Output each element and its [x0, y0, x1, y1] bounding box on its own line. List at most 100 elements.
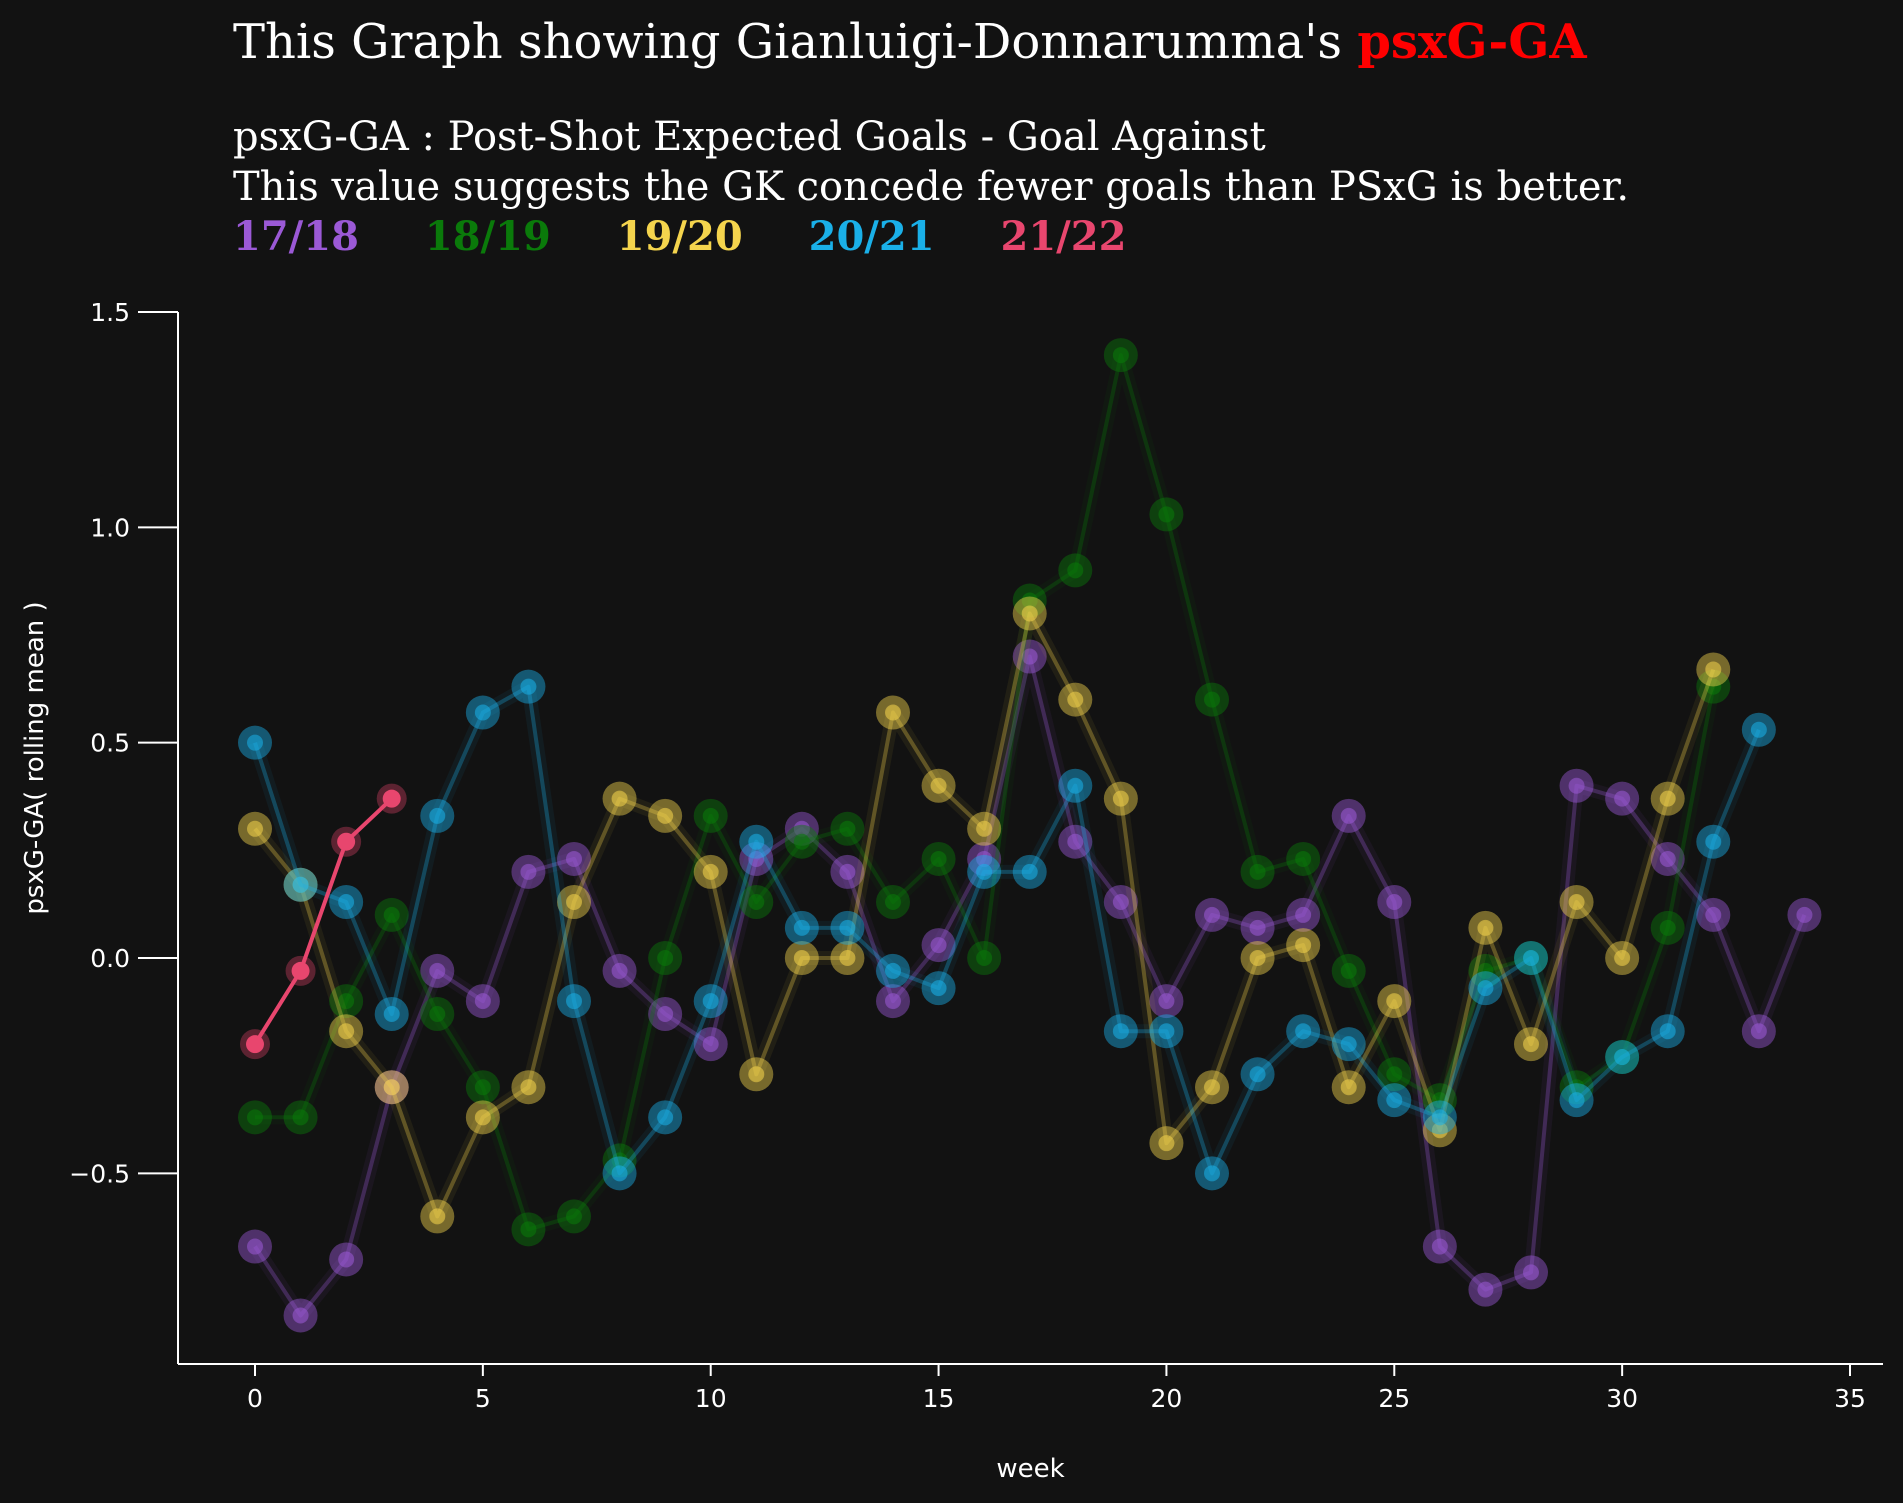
data-point [657, 807, 674, 824]
data-point [1295, 850, 1312, 867]
data-point [1112, 347, 1129, 364]
data-point [748, 1066, 765, 1083]
data-point [976, 850, 993, 867]
data-point [1295, 1023, 1312, 1040]
data-point [976, 820, 993, 837]
series-17-18 [238, 639, 1822, 1333]
data-point [292, 1109, 309, 1126]
data-point [1249, 863, 1266, 880]
data-point [1477, 980, 1494, 997]
data-point [1659, 919, 1676, 936]
series-20-21 [238, 669, 1776, 1191]
data-point [1204, 906, 1220, 923]
data-point [611, 962, 628, 979]
data-point [657, 1109, 674, 1126]
data-point [611, 790, 628, 807]
data-point [1067, 691, 1084, 708]
data-point [839, 820, 856, 837]
data-point [566, 993, 582, 1010]
data-point [520, 1221, 537, 1238]
data-point [247, 1238, 263, 1255]
data-point [520, 678, 537, 695]
data-point [1659, 790, 1676, 807]
data-point [793, 950, 810, 966]
data-point [1796, 906, 1813, 923]
data-point [1295, 906, 1312, 923]
data-point [1249, 1066, 1266, 1083]
data-point [520, 1079, 537, 1096]
legend-item-21-22: 21/22 [1000, 213, 1127, 260]
data-point [1659, 1023, 1676, 1040]
data-point [1067, 562, 1084, 579]
data-point [1523, 1264, 1539, 1281]
data-point [1021, 648, 1038, 665]
series-line-glow [248, 679, 1766, 1181]
data-point [1204, 691, 1220, 708]
data-point [292, 876, 309, 893]
legend: 17/18 18/19 19/20 20/21 21/22 [233, 212, 1629, 262]
data-point [885, 894, 901, 911]
data-point [247, 1109, 263, 1126]
y-tick-label: −0.5 [69, 1159, 130, 1188]
data-point [702, 863, 719, 880]
data-point [1568, 894, 1585, 911]
legend-item-19-20: 19/20 [616, 213, 743, 260]
data-point [429, 1005, 446, 1022]
data-point [1112, 790, 1129, 807]
data-point [337, 832, 356, 851]
y-tick-label: 0.5 [90, 729, 130, 758]
data-point [566, 850, 582, 867]
data-point [1067, 833, 1084, 850]
data-point [1614, 1049, 1631, 1066]
y-tick-label: 1.5 [90, 298, 130, 327]
data-point [1340, 807, 1357, 824]
data-point [1705, 833, 1722, 850]
data-point [383, 1079, 400, 1096]
data-point [1431, 1238, 1448, 1255]
data-point [976, 950, 993, 966]
data-point [885, 704, 901, 721]
data-point [291, 961, 310, 980]
data-point [1523, 950, 1539, 966]
data-point [520, 863, 537, 880]
x-axis-label: week [996, 1454, 1064, 1484]
data-point [247, 734, 263, 751]
data-point [1705, 661, 1722, 678]
data-point [474, 1079, 491, 1096]
data-point [1021, 863, 1038, 880]
data-point [1249, 950, 1266, 966]
data-point [1431, 1122, 1448, 1139]
data-point [1431, 1092, 1448, 1109]
data-point [247, 820, 263, 837]
legend-item-18-19: 18/19 [424, 213, 551, 260]
data-point [1568, 1092, 1585, 1109]
data-point [793, 919, 810, 936]
data-point [1158, 506, 1175, 523]
series-layer [238, 338, 1822, 1333]
data-point [1021, 605, 1038, 622]
data-point [657, 950, 674, 966]
data-point [1750, 721, 1767, 738]
data-point [1204, 1079, 1220, 1096]
data-point [338, 1251, 355, 1268]
x-tick-label: 25 [1378, 1384, 1410, 1413]
data-point [429, 962, 446, 979]
x-tick-label: 35 [1834, 1384, 1866, 1413]
data-point [702, 807, 719, 824]
data-point [382, 789, 401, 808]
data-point [748, 850, 765, 867]
data-point [885, 993, 901, 1010]
x-tick-label: 5 [475, 1384, 491, 1413]
data-point [1158, 993, 1175, 1010]
data-point [1614, 790, 1631, 807]
data-point [566, 894, 582, 911]
data-point [1705, 678, 1722, 695]
data-point [429, 807, 446, 824]
data-point [1705, 906, 1722, 923]
data-point [1568, 777, 1585, 794]
data-point [930, 937, 947, 954]
data-point [1067, 777, 1084, 794]
data-point [1249, 919, 1266, 936]
data-point [474, 704, 491, 721]
